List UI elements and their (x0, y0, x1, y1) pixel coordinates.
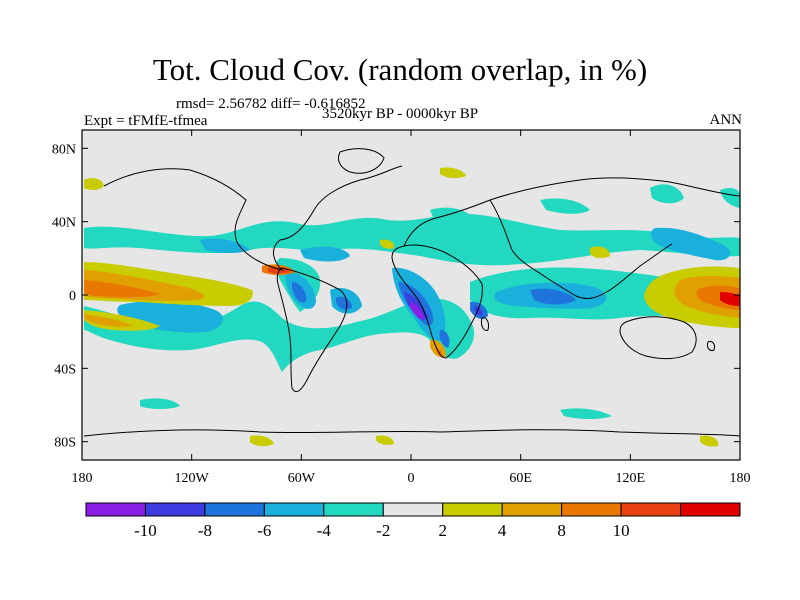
y-tick-label: 40N (52, 216, 76, 231)
season-label: ANN (709, 112, 743, 128)
coastline-antarctica (83, 429, 740, 437)
x-tick-label: 0 (408, 471, 415, 486)
x-tick-label: 60W (288, 471, 316, 486)
colorbar-swatch (442, 502, 503, 517)
coastline-north-america (103, 165, 403, 271)
anomaly-field (83, 148, 740, 447)
coastlines (83, 148, 740, 437)
x-tick-label: 180 (72, 471, 93, 486)
colorbar-label: 4 (498, 521, 507, 540)
y-tick-label: 0 (69, 289, 76, 304)
colorbar-swatch (680, 502, 741, 517)
y-tick-label: 80N (52, 142, 76, 157)
map-title: Tot. Cloud Cov. (random overlap, in %) (152, 52, 648, 87)
x-tick-label: 120W (175, 471, 210, 486)
coastline-eurasia (403, 177, 740, 247)
anomaly-band-positive (84, 167, 740, 447)
coastline-south-asia (489, 199, 673, 299)
colorbar-swatch (144, 502, 206, 517)
anomaly-band-negative-strong (285, 267, 576, 348)
colorbar-label: -8 (198, 521, 212, 540)
colorbar-swatch (382, 502, 444, 517)
y-axis-ticks: 80N 40N 0 40S 80S (52, 142, 740, 451)
y-tick-label: 40S (54, 362, 76, 377)
y-tick-label: 80S (54, 436, 76, 451)
coastline-new-zealand (707, 341, 715, 351)
colorbar-label: -10 (134, 521, 157, 540)
x-axis-ticks: 180 120W 60W 0 60E 120E 180 (72, 130, 751, 486)
coastline-australia (619, 316, 697, 360)
colorbar-swatch (204, 502, 265, 517)
experiment-label: Expt = tFMfE-tfmea (84, 113, 208, 129)
coastline-madagascar (481, 317, 489, 331)
colorbar-label: -2 (376, 521, 390, 540)
colorbar-swatch (263, 502, 325, 517)
colorbar-label: -4 (317, 521, 332, 540)
colorbar-label: -6 (257, 521, 271, 540)
colorbar: -10 -8 -6 -4 -2 2 4 8 10 (85, 502, 741, 540)
coastline-africa (391, 244, 483, 359)
x-tick-label: 120E (616, 471, 646, 486)
coastline-south-america (276, 267, 348, 393)
colorbar-swatch (620, 502, 682, 517)
coastline-greenland (337, 148, 385, 174)
colorbar-swatch (323, 502, 384, 517)
colorbar-swatch (501, 502, 563, 517)
colorbar-label: 8 (557, 521, 566, 540)
x-tick-label: 180 (730, 471, 751, 486)
colorbar-swatch (85, 502, 146, 517)
stats-text: rmsd= 2.56782 diff= -0.616852 (176, 96, 366, 112)
x-tick-label: 60E (509, 471, 532, 486)
colorbar-label: 10 (613, 521, 630, 540)
colorbar-swatch (561, 502, 622, 517)
colorbar-label: 2 (438, 521, 447, 540)
period-text: 3520kyr BP - 0000kyr BP (322, 106, 479, 122)
